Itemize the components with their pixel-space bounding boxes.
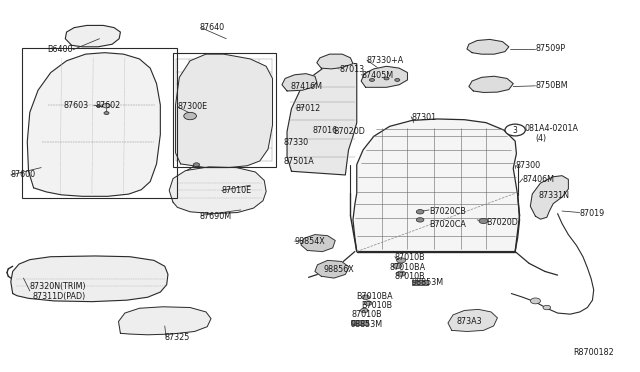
Polygon shape (175, 54, 273, 167)
Text: 87690M: 87690M (200, 212, 232, 221)
Text: R8700182: R8700182 (573, 348, 614, 357)
Circle shape (384, 77, 389, 80)
Polygon shape (65, 25, 120, 47)
Text: 87603: 87603 (63, 101, 88, 110)
Text: 87416M: 87416M (290, 82, 322, 91)
Polygon shape (531, 176, 568, 219)
Text: 87016: 87016 (312, 125, 337, 135)
Text: 87325: 87325 (164, 333, 190, 342)
Circle shape (104, 112, 109, 115)
Text: B7020CB: B7020CB (429, 206, 466, 215)
Text: (4): (4) (536, 134, 547, 143)
Circle shape (362, 295, 369, 299)
Text: 87501A: 87501A (284, 157, 315, 166)
Circle shape (395, 78, 400, 81)
Text: 87320N(TRIM): 87320N(TRIM) (30, 282, 86, 291)
Circle shape (416, 209, 424, 214)
Text: 87010E: 87010E (222, 186, 252, 195)
Polygon shape (287, 62, 356, 175)
Circle shape (193, 163, 200, 167)
Bar (412, 279, 428, 285)
Text: 87010B: 87010B (395, 272, 426, 281)
Text: B7010B: B7010B (361, 301, 392, 310)
Text: 87406M: 87406M (523, 175, 555, 184)
Circle shape (416, 218, 424, 222)
Text: 98853M: 98853M (412, 278, 444, 287)
Circle shape (397, 271, 406, 276)
Text: 87010B: 87010B (352, 310, 382, 320)
Polygon shape (28, 53, 161, 196)
Circle shape (543, 305, 550, 310)
Polygon shape (317, 54, 353, 69)
Polygon shape (11, 256, 168, 302)
Text: 87301: 87301 (412, 113, 436, 122)
Text: 87012: 87012 (296, 104, 321, 113)
Text: 87010BA: 87010BA (390, 263, 426, 272)
Text: 87010B: 87010B (395, 253, 426, 262)
Polygon shape (315, 260, 349, 278)
Polygon shape (282, 74, 317, 91)
Text: 87331N: 87331N (539, 192, 570, 201)
Circle shape (360, 308, 368, 313)
Text: 87640: 87640 (200, 23, 225, 32)
Bar (173, 54, 276, 167)
Polygon shape (118, 307, 211, 335)
Text: 87330: 87330 (284, 138, 309, 147)
Polygon shape (361, 66, 408, 87)
Text: 98856X: 98856X (323, 266, 354, 275)
Circle shape (369, 78, 374, 81)
Text: 873A3: 873A3 (457, 317, 483, 326)
Circle shape (393, 263, 402, 269)
Text: 87013: 87013 (339, 65, 364, 74)
Circle shape (479, 218, 488, 224)
Text: 87509P: 87509P (536, 45, 566, 54)
Circle shape (397, 258, 406, 263)
Text: 87300: 87300 (515, 161, 540, 170)
Text: 3: 3 (513, 125, 518, 135)
Text: B7010BA: B7010BA (356, 292, 394, 301)
Circle shape (505, 124, 525, 136)
Polygon shape (353, 119, 520, 251)
Text: B7020D: B7020D (333, 127, 365, 136)
Polygon shape (448, 310, 497, 331)
Bar (351, 320, 367, 325)
Text: 081A4-0201A: 081A4-0201A (524, 124, 578, 134)
Text: 8750BM: 8750BM (536, 81, 568, 90)
Text: B7020CA: B7020CA (429, 220, 466, 229)
Text: B7020D: B7020D (486, 218, 518, 227)
Text: 87311D(PAD): 87311D(PAD) (33, 292, 86, 301)
Circle shape (531, 298, 541, 304)
Text: 87602: 87602 (95, 101, 120, 110)
Circle shape (364, 301, 372, 305)
Circle shape (184, 112, 196, 120)
Text: 87019: 87019 (580, 209, 605, 218)
Bar (22, 48, 177, 198)
Text: 98854X: 98854X (294, 237, 325, 247)
Polygon shape (469, 76, 513, 93)
Text: 87600: 87600 (11, 170, 36, 179)
Polygon shape (301, 235, 335, 251)
Circle shape (102, 103, 110, 108)
Polygon shape (467, 39, 509, 54)
Polygon shape (169, 167, 266, 214)
Text: 87330+A: 87330+A (367, 55, 404, 65)
Text: 98853M: 98853M (351, 320, 383, 328)
Text: 87405M: 87405M (361, 71, 394, 80)
Text: B6400: B6400 (47, 45, 73, 54)
Text: 87300E: 87300E (177, 102, 207, 111)
